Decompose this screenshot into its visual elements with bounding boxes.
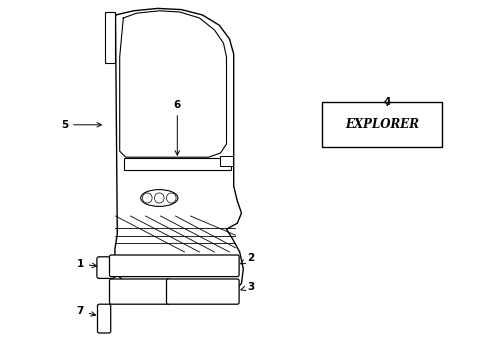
FancyBboxPatch shape bbox=[97, 257, 115, 278]
Bar bbox=[124, 158, 231, 170]
Text: 6: 6 bbox=[173, 100, 181, 155]
Text: 2: 2 bbox=[240, 253, 254, 264]
Bar bbox=[105, 12, 115, 63]
Text: 4: 4 bbox=[383, 97, 390, 107]
Bar bbox=[220, 156, 233, 166]
Text: 1: 1 bbox=[76, 259, 97, 269]
Ellipse shape bbox=[166, 193, 176, 203]
FancyBboxPatch shape bbox=[166, 279, 239, 304]
Text: 5: 5 bbox=[61, 120, 101, 130]
Ellipse shape bbox=[154, 193, 164, 203]
Bar bbox=[322, 102, 442, 147]
Ellipse shape bbox=[141, 190, 178, 206]
FancyBboxPatch shape bbox=[109, 279, 170, 304]
Ellipse shape bbox=[142, 193, 152, 203]
FancyBboxPatch shape bbox=[109, 255, 239, 276]
FancyBboxPatch shape bbox=[97, 304, 110, 333]
Text: 3: 3 bbox=[241, 282, 254, 292]
Text: EXPLORER: EXPLORER bbox=[345, 118, 419, 131]
Text: 7: 7 bbox=[76, 306, 95, 316]
